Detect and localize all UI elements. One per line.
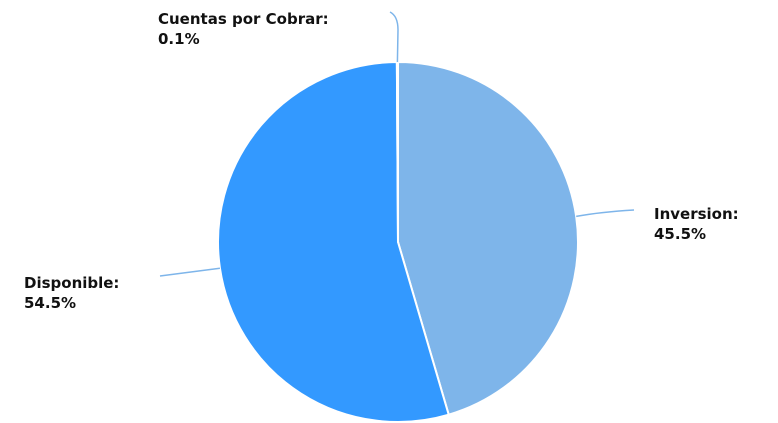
slice-percent-inversion: 45.5% [654, 225, 706, 243]
slice-label-disponible: Disponible: 54.5% [24, 274, 119, 312]
slice-label-inversion: Inversion: 45.5% [654, 205, 739, 243]
slice-label-cuentas-por-cobrar: Cuentas por Cobrar: 0.1% [158, 10, 329, 48]
slice-name-cuentas-por-cobrar: Cuentas por Cobrar: [158, 10, 329, 28]
slice-name-inversion: Inversion: [654, 205, 739, 223]
pie-slice-inversion[interactable] [397, 61, 579, 416]
callout-connectors [159, 11, 635, 277]
pie-slices [217, 60, 579, 423]
connector-cuentas-por-cobrar [389, 11, 399, 63]
slice-labels: Inversion: 45.5% Disponible: 54.5% Cuentas p… [24, 10, 739, 312]
connector-inversion [576, 209, 635, 218]
pie-slice-disponible[interactable] [217, 61, 450, 423]
connector-disponible [159, 267, 220, 277]
pie-slice-cuentas-por-cobrar[interactable] [395, 60, 399, 243]
slice-name-disponible: Disponible: [24, 274, 119, 292]
slice-percent-disponible: 54.5% [24, 294, 76, 312]
slice-percent-cuentas-por-cobrar: 0.1% [158, 30, 200, 48]
